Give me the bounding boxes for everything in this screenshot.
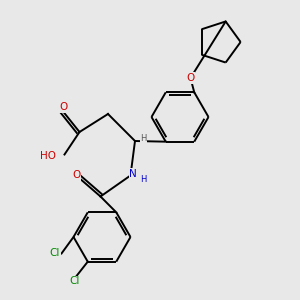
Text: Cl: Cl xyxy=(70,276,80,286)
Text: O: O xyxy=(59,102,67,112)
Text: O: O xyxy=(186,73,195,83)
Text: HO: HO xyxy=(40,151,56,161)
Text: O: O xyxy=(72,170,81,181)
Text: Cl: Cl xyxy=(50,248,60,259)
Text: N: N xyxy=(129,169,137,179)
Text: H: H xyxy=(140,134,147,143)
Text: H: H xyxy=(140,175,146,184)
